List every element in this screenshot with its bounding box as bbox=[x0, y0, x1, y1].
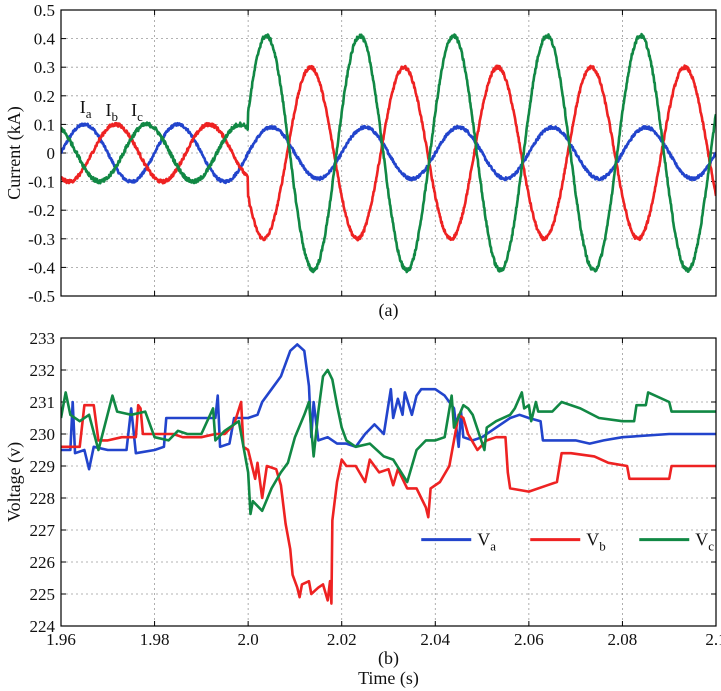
series-line-va bbox=[61, 343, 716, 471]
voltage-y-ticks: 233 232 231 230 229 228 227 226 225 224 bbox=[30, 329, 56, 636]
y-tick-label: 232 bbox=[30, 361, 56, 380]
y-tick-label: 0.4 bbox=[34, 30, 56, 49]
time-x-axis-label: Time (s) bbox=[358, 668, 419, 689]
y-tick-label: 233 bbox=[30, 329, 56, 348]
x-tick-label: 2.06 bbox=[514, 630, 544, 649]
legend-label-a: Va bbox=[477, 530, 496, 554]
phase-annotation-a: Ia bbox=[80, 97, 92, 121]
y-tick-label: 226 bbox=[30, 553, 56, 572]
y-tick-label: 0.5 bbox=[34, 1, 55, 20]
y-tick-label: -0.5 bbox=[28, 287, 55, 306]
y-tick-label: -0.1 bbox=[28, 173, 55, 192]
phase-annotation-b: Ib bbox=[105, 100, 118, 124]
y-tick-label: 0.2 bbox=[34, 87, 55, 106]
panel-a-caption: (a) bbox=[379, 300, 399, 321]
series-line-ic bbox=[61, 32, 716, 274]
y-tick-label: 225 bbox=[30, 585, 56, 604]
panel-b-caption: (b) bbox=[378, 648, 399, 669]
series-line-vc bbox=[61, 368, 716, 516]
x-tick-label: 2.0 bbox=[238, 630, 259, 649]
voltage-grid bbox=[60, 337, 717, 627]
y-tick-label: -0.3 bbox=[28, 230, 55, 249]
voltage-panel: 233 232 231 230 229 228 227 226 225 224 1.96 1.98 2… bbox=[4, 329, 721, 689]
x-tick-label: 2.02 bbox=[327, 630, 357, 649]
current-plot-frame bbox=[60, 9, 717, 297]
y-tick-label: 0 bbox=[47, 144, 56, 163]
voltage-y-axis-label: Voltage (v) bbox=[4, 442, 25, 522]
y-tick-label: 229 bbox=[30, 457, 56, 476]
phase-annotation-c: Ic bbox=[131, 100, 143, 124]
y-tick-label: 0.1 bbox=[34, 115, 55, 134]
y-tick-label: -0.2 bbox=[28, 201, 55, 220]
voltage-series-group bbox=[61, 343, 716, 605]
current-panel: Ia Ib Ic 0.5 0.4 0.3 0.2 0.1 0 -0.1 -0.2 -0.3 -0.4 -… bbox=[4, 1, 717, 321]
current-y-axis-label: Current (kA) bbox=[4, 106, 25, 199]
current-series-group bbox=[61, 32, 716, 274]
y-tick-label: 224 bbox=[30, 617, 56, 636]
legend-label-b: Vb bbox=[586, 530, 606, 554]
series-line-ib bbox=[61, 64, 716, 242]
y-tick-label: 231 bbox=[30, 393, 56, 412]
x-tick-label: 1.98 bbox=[140, 630, 170, 649]
y-tick-label: 228 bbox=[30, 489, 56, 508]
y-tick-label: 230 bbox=[30, 425, 56, 444]
current-y-ticks: 0.5 0.4 0.3 0.2 0.1 0 -0.1 -0.2 -0.3 -0.4 -0.5 bbox=[28, 1, 55, 306]
x-tick-label: 2.04 bbox=[420, 630, 450, 649]
legend-label-c: Vc bbox=[695, 530, 714, 554]
x-tick-label: 1.96 bbox=[46, 630, 76, 649]
y-tick-label: 227 bbox=[30, 521, 56, 540]
current-annotations: Ia Ib Ic bbox=[80, 97, 143, 124]
current-grid bbox=[60, 9, 717, 297]
voltage-plot-frame bbox=[60, 337, 717, 627]
y-tick-label: 0.3 bbox=[34, 58, 55, 77]
series-line-vb bbox=[61, 400, 716, 605]
y-tick-label: -0.4 bbox=[28, 258, 55, 277]
voltage-legend: Va Vb Vc bbox=[421, 530, 714, 554]
x-tick-label: 2.08 bbox=[608, 630, 638, 649]
x-tick-label: 2.1 bbox=[705, 630, 721, 649]
voltage-x-ticks: 1.96 1.98 2.0 2.02 2.04 2.06 2.08 2.1 bbox=[46, 630, 721, 649]
series-line-ia bbox=[61, 121, 716, 185]
